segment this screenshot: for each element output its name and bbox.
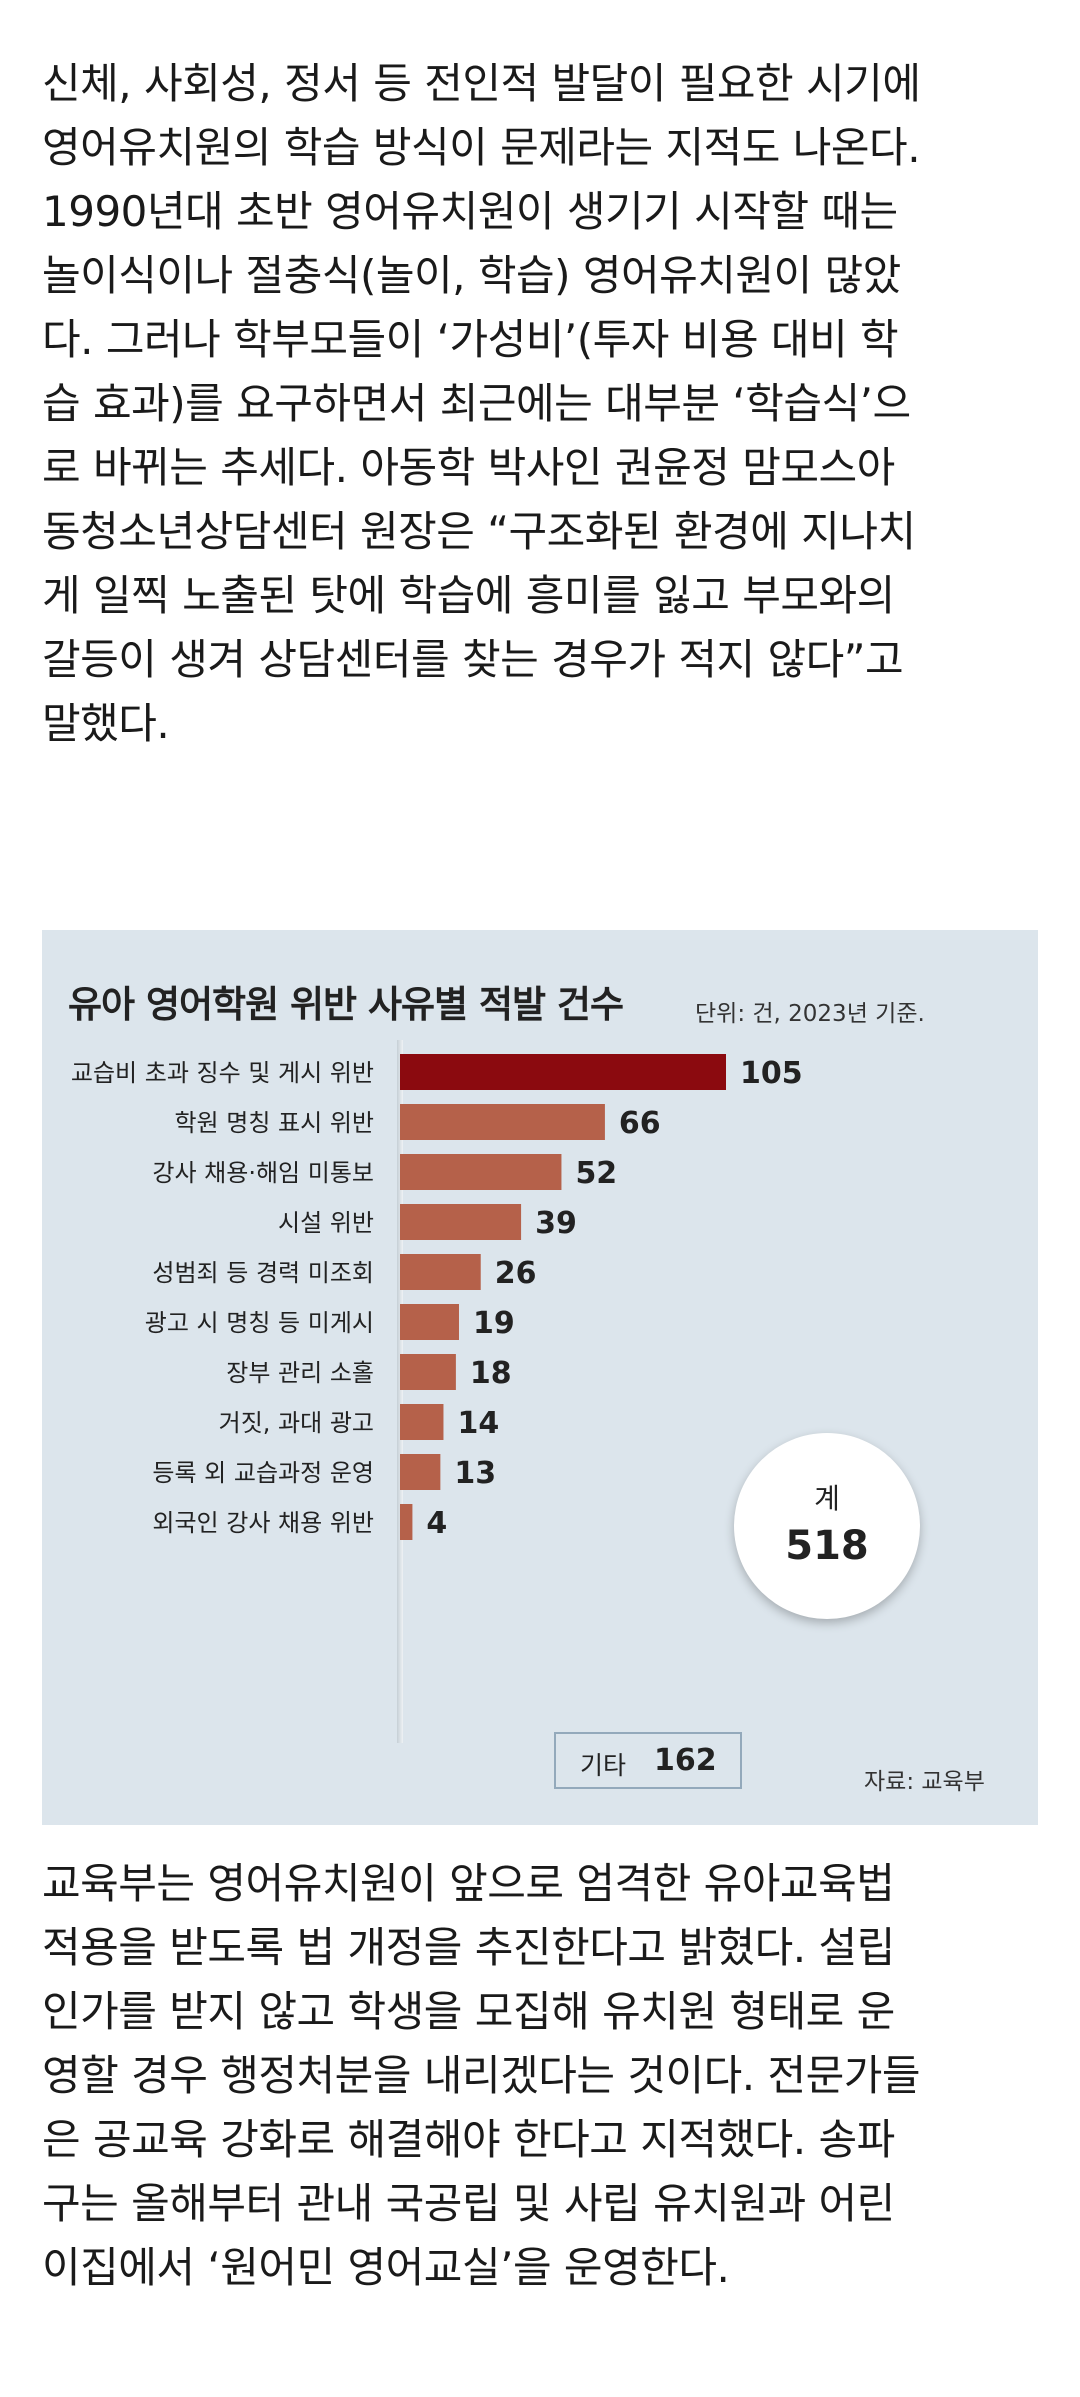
- article-line: 습 효과)를 요구하면서 최근에는 대부분 ‘학습식’으: [42, 379, 911, 428]
- article-line: 신체, 사회성, 정서 등 전인적 발달이 필요한 시기에: [42, 59, 921, 108]
- violation-chart: 유아 영어학원 위반 사유별 적발 건수 단위: 건, 2023년 기준. 교습…: [42, 930, 1038, 1825]
- article-line: 교육부는 영어유치원이 앞으로 엄격한 유아교육법: [42, 1859, 895, 1908]
- bar: [400, 1254, 481, 1290]
- article-line: 말했다.: [42, 699, 170, 748]
- category-label: 강사 채용·해임 미통보: [152, 1159, 374, 1187]
- article-line: 영할 경우 행정처분을 내리겠다는 것이다. 전문가들: [42, 2051, 921, 2100]
- total-badge: 계 518: [734, 1433, 920, 1619]
- category-label: 성범죄 등 경력 미조회: [152, 1259, 374, 1287]
- category-label: 시설 위반: [278, 1209, 374, 1237]
- category-label: 교습비 초과 징수 및 게시 위반: [71, 1059, 374, 1087]
- article-line: 적용을 받도록 법 개정을 추진한다고 밝혔다. 설립: [42, 1923, 895, 1972]
- bar: [400, 1504, 413, 1540]
- value-label: 66: [619, 1106, 661, 1141]
- chart-bars: 교습비 초과 징수 및 게시 위반 105 학원 명칭 표시 위반 66 강사 채용·해…: [71, 1054, 803, 1541]
- chart-unit-note: 단위: 건, 2023년 기준.: [695, 1001, 925, 1027]
- bar: [400, 1454, 441, 1490]
- value-label: 14: [457, 1406, 499, 1441]
- chart-title: 유아 영어학원 위반 사유별 적발 건수: [68, 983, 624, 1026]
- article-line: 게 일찍 노출된 탓에 학습에 흥미를 잃고 부모와의: [42, 571, 895, 620]
- bar: [400, 1304, 459, 1340]
- total-label: 계: [814, 1482, 840, 1515]
- value-label: 4: [426, 1506, 447, 1541]
- bar: [400, 1204, 522, 1240]
- article-line: 영어유치원의 학습 방식이 문제라는 지적도 나온다.: [42, 123, 921, 172]
- article-line: 동청소년상담센터 원장은 “구조화된 환경에 지나치: [42, 507, 916, 556]
- article-line: 다. 그러나 학부모들이 ‘가성비’(투자 비용 대비 학: [42, 315, 899, 364]
- category-label: 외국인 강사 채용 위반: [152, 1509, 374, 1537]
- value-label: 13: [454, 1456, 496, 1491]
- bar: [400, 1104, 605, 1140]
- article-line: 갈등이 생겨 상담센터를 찾는 경우가 적지 않다”고: [42, 635, 904, 684]
- bar: [400, 1404, 444, 1440]
- value-label: 39: [535, 1206, 577, 1241]
- article-line: 로 바뀌는 추세다. 아동학 박사인 권윤정 맘모스아: [42, 443, 895, 492]
- value-label: 19: [473, 1306, 515, 1341]
- value-label: 18: [470, 1356, 512, 1391]
- category-label: 학원 명칭 표시 위반: [174, 1109, 374, 1137]
- article-line: 은 공교육 강화로 해결해야 한다고 지적했다. 송파: [42, 2115, 895, 2164]
- article-line: 이집에서 ‘원어민 영어교실’을 운영한다.: [42, 2243, 730, 2292]
- category-label: 등록 외 교습과정 운영: [152, 1459, 374, 1487]
- bar: [400, 1354, 456, 1390]
- article-line: 놀이식이나 절충식(놀이, 학습) 영어유치원이 많았: [42, 251, 901, 300]
- value-label: 52: [575, 1156, 617, 1191]
- bar: [400, 1054, 726, 1090]
- other-value: 162: [654, 1743, 717, 1778]
- chart-axis: [397, 1040, 403, 1743]
- category-label: 거짓, 과대 광고: [219, 1409, 374, 1437]
- category-label: 장부 관리 소홀: [226, 1359, 374, 1387]
- category-label: 광고 시 명칭 등 미게시: [145, 1309, 374, 1337]
- article-line: 구는 올해부터 관내 국공립 및 사립 유치원과 어린: [42, 2179, 895, 2228]
- value-label: 105: [740, 1056, 803, 1091]
- article-line: 인가를 받지 않고 학생을 모집해 유치원 형태로 운: [42, 1987, 895, 2036]
- chart-source: 자료: 교육부: [864, 1769, 985, 1795]
- article-line: 1990년대 초반 영어유치원이 생기기 시작할 때는: [42, 187, 898, 236]
- other-count-box: 기타 162: [554, 1732, 742, 1789]
- other-label: 기타: [580, 1751, 627, 1780]
- value-label: 26: [495, 1256, 537, 1291]
- bar: [400, 1154, 562, 1190]
- total-value: 518: [785, 1523, 869, 1569]
